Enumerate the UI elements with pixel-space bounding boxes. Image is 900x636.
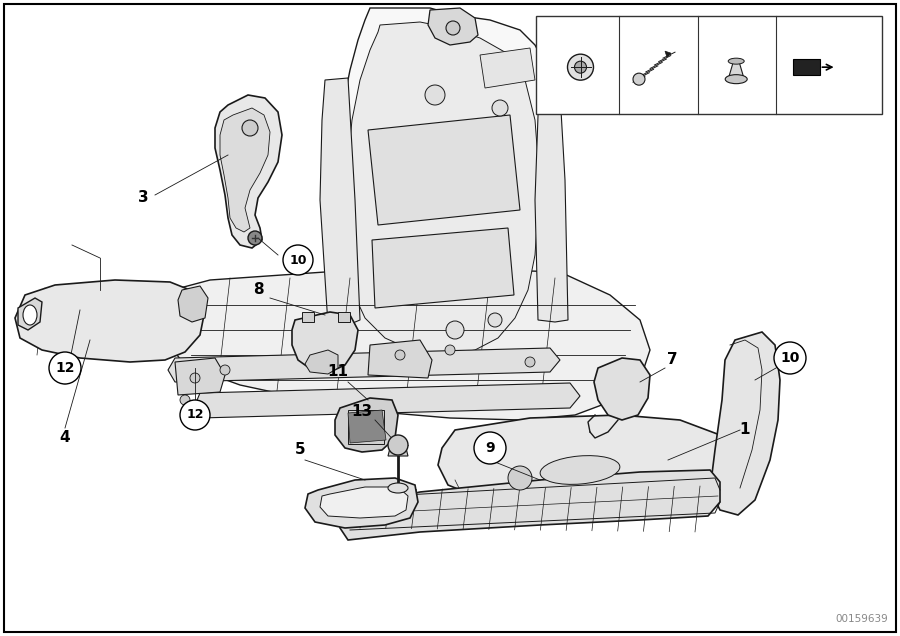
Polygon shape xyxy=(325,8,560,385)
Text: 2: 2 xyxy=(793,347,804,363)
Text: 10: 10 xyxy=(616,22,634,34)
Polygon shape xyxy=(368,115,520,225)
Polygon shape xyxy=(793,59,820,75)
Circle shape xyxy=(180,395,190,405)
Polygon shape xyxy=(438,415,730,506)
Polygon shape xyxy=(594,358,650,420)
Text: 9: 9 xyxy=(485,441,495,455)
Text: 13: 13 xyxy=(351,404,373,420)
Circle shape xyxy=(248,231,262,245)
Polygon shape xyxy=(710,332,780,515)
Polygon shape xyxy=(345,22,538,355)
Polygon shape xyxy=(335,398,398,452)
Text: 11: 11 xyxy=(328,364,348,380)
Circle shape xyxy=(220,365,230,375)
Circle shape xyxy=(180,400,210,430)
Circle shape xyxy=(446,321,464,339)
Circle shape xyxy=(492,100,508,116)
Text: 10: 10 xyxy=(289,254,307,266)
Text: 5: 5 xyxy=(294,443,305,457)
Ellipse shape xyxy=(540,455,620,485)
Polygon shape xyxy=(178,286,208,322)
Polygon shape xyxy=(292,312,358,372)
Polygon shape xyxy=(220,108,270,232)
Circle shape xyxy=(774,342,806,374)
Circle shape xyxy=(488,313,502,327)
Polygon shape xyxy=(728,62,744,79)
Polygon shape xyxy=(368,340,432,378)
Circle shape xyxy=(388,435,408,455)
Circle shape xyxy=(425,85,445,105)
Circle shape xyxy=(574,61,587,73)
Circle shape xyxy=(242,120,258,136)
Polygon shape xyxy=(320,487,408,518)
Polygon shape xyxy=(340,470,720,540)
Polygon shape xyxy=(372,228,514,308)
Ellipse shape xyxy=(388,483,408,493)
Bar xyxy=(302,312,314,322)
Text: 7: 7 xyxy=(667,352,678,368)
Text: 4: 4 xyxy=(59,431,70,445)
Text: 12: 12 xyxy=(55,361,75,375)
Circle shape xyxy=(190,373,200,383)
Bar xyxy=(536,16,882,114)
Polygon shape xyxy=(388,448,408,456)
Circle shape xyxy=(49,352,81,384)
Bar xyxy=(348,410,384,444)
Circle shape xyxy=(446,21,460,35)
Polygon shape xyxy=(195,383,580,418)
Polygon shape xyxy=(665,51,671,57)
Text: 6: 6 xyxy=(484,441,495,455)
Polygon shape xyxy=(162,268,650,420)
Polygon shape xyxy=(15,280,205,362)
Circle shape xyxy=(445,345,455,355)
Text: 10: 10 xyxy=(780,351,800,365)
Polygon shape xyxy=(348,410,386,443)
Text: 8: 8 xyxy=(253,282,264,298)
Circle shape xyxy=(568,54,593,80)
Text: 9: 9 xyxy=(537,22,546,34)
Circle shape xyxy=(508,466,532,490)
Text: 12: 12 xyxy=(693,22,711,34)
Bar xyxy=(338,312,350,322)
Polygon shape xyxy=(215,95,282,248)
Polygon shape xyxy=(305,350,338,374)
Polygon shape xyxy=(535,58,568,322)
Ellipse shape xyxy=(23,305,37,325)
Polygon shape xyxy=(168,348,560,382)
Text: 1: 1 xyxy=(740,422,751,438)
Ellipse shape xyxy=(725,74,747,84)
Circle shape xyxy=(283,245,313,275)
Text: 3: 3 xyxy=(138,191,148,205)
Polygon shape xyxy=(18,298,42,330)
Polygon shape xyxy=(428,8,478,45)
Polygon shape xyxy=(175,358,225,395)
Circle shape xyxy=(633,73,645,85)
Polygon shape xyxy=(320,78,360,325)
Circle shape xyxy=(525,357,535,367)
Ellipse shape xyxy=(728,58,744,64)
Circle shape xyxy=(474,432,506,464)
Circle shape xyxy=(395,350,405,360)
Text: 00159639: 00159639 xyxy=(835,614,888,624)
Polygon shape xyxy=(305,478,418,528)
Text: 12: 12 xyxy=(186,408,203,422)
Polygon shape xyxy=(480,48,535,88)
